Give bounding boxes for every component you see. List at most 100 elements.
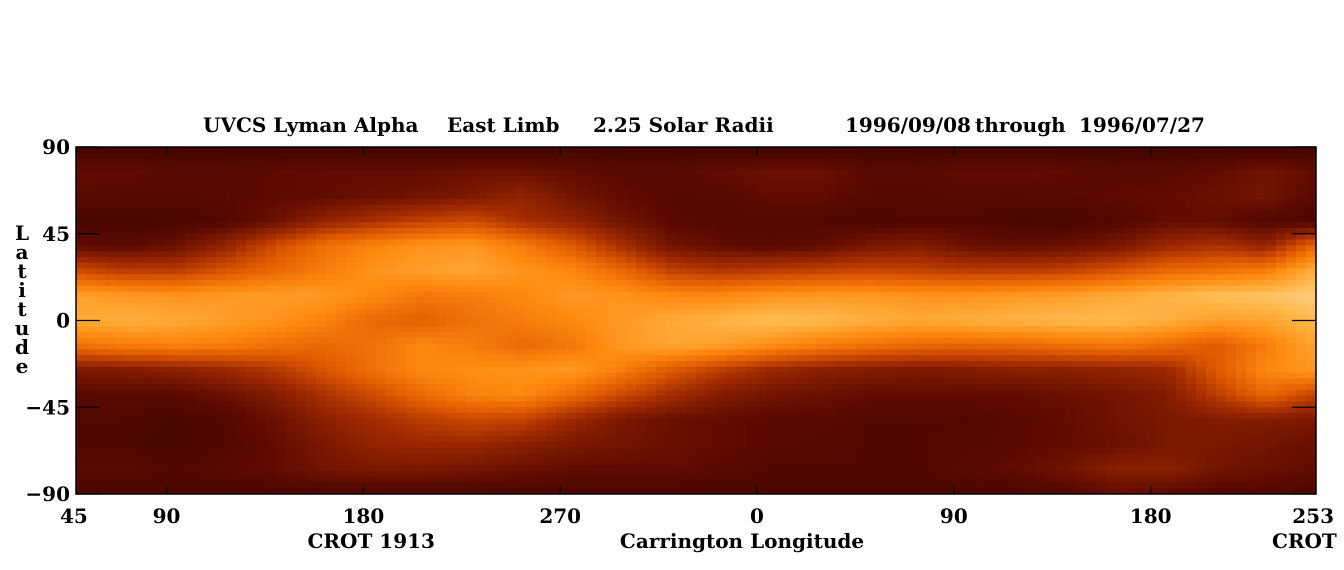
heatmap-cell: [886, 222, 897, 229]
heatmap-cell: [286, 152, 297, 160]
heatmap-cell: [476, 187, 487, 194]
heatmap-cell: [316, 326, 327, 333]
heatmap-cell: [306, 210, 317, 217]
heatmap-cell: [126, 262, 137, 270]
heatmap-cell: [196, 326, 207, 333]
heatmap-cell: [666, 204, 677, 212]
heatmap-cell: [536, 314, 547, 322]
heatmap-cell: [786, 175, 797, 183]
heatmap-cell: [366, 268, 377, 275]
heatmap-cell: [1276, 320, 1287, 327]
heatmap-cell: [566, 285, 577, 293]
heatmap-cell: [546, 314, 557, 322]
heatmap-cell: [966, 256, 977, 264]
heatmap-cell: [566, 233, 577, 241]
heatmap-cell: [1176, 233, 1187, 241]
heatmap-cell: [586, 175, 597, 183]
heatmap-cell: [576, 152, 587, 160]
heatmap-cell: [1066, 187, 1077, 194]
heatmap-cell: [766, 152, 777, 160]
heatmap-cell: [816, 291, 827, 298]
heatmap-cell: [1176, 355, 1187, 362]
heatmap-cell: [1096, 245, 1107, 252]
heatmap-cell: [1276, 262, 1287, 270]
heatmap-cell: [826, 170, 837, 177]
heatmap-cell: [96, 314, 107, 322]
heatmap-cell: [256, 245, 267, 252]
heatmap-cell: [766, 337, 777, 345]
heatmap-cell: [1246, 164, 1257, 171]
heatmap-cell: [596, 343, 607, 351]
heatmap-cell: [1096, 170, 1107, 177]
heatmap-cell: [1196, 349, 1207, 356]
heatmap-cell: [496, 320, 507, 327]
heatmap-cell: [1086, 256, 1097, 264]
heatmap-cell: [336, 233, 347, 241]
heatmap-cell: [106, 170, 117, 177]
heatmap-cell: [1216, 152, 1227, 160]
heatmap-cell: [996, 227, 1007, 235]
heatmap-cell: [1206, 222, 1217, 229]
heatmap-cell: [436, 152, 447, 160]
heatmap-cell: [696, 245, 707, 252]
heatmap-cell: [136, 199, 147, 206]
heatmap-cell: [786, 297, 797, 304]
heatmap-cell: [186, 303, 197, 310]
heatmap-cell: [316, 251, 327, 258]
heatmap-cell: [1296, 280, 1307, 287]
heatmap-cell: [1046, 199, 1057, 206]
heatmap-cell: [866, 274, 877, 281]
heatmap-cell: [626, 170, 637, 177]
heatmap-cell: [406, 239, 417, 246]
heatmap-cell: [386, 308, 397, 316]
heatmap-cell: [396, 360, 407, 368]
heatmap-cell: [76, 372, 87, 379]
heatmap-cell: [566, 199, 577, 206]
heatmap-cell: [676, 222, 687, 229]
heatmap-cell: [1166, 303, 1177, 310]
heatmap-cell: [986, 251, 997, 258]
heatmap-cell: [796, 360, 807, 368]
heatmap-cell: [906, 239, 917, 246]
heatmap-cell: [1266, 245, 1277, 252]
heatmap-cell: [736, 245, 747, 252]
heatmap-cell: [826, 291, 837, 298]
heatmap-cell: [846, 355, 857, 362]
heatmap-cell: [186, 193, 197, 200]
heatmap-cell: [536, 332, 547, 339]
heatmap-cell: [986, 297, 997, 304]
heatmap-cell: [846, 227, 857, 235]
heatmap-cell: [386, 291, 397, 298]
heatmap-cell: [486, 204, 497, 212]
heatmap-cell: [886, 314, 897, 322]
heatmap-cell: [806, 360, 817, 368]
heatmap-cell: [926, 297, 937, 304]
heatmap-cell: [1216, 320, 1227, 327]
heatmap-cell: [246, 332, 257, 339]
heatmap-cell: [466, 303, 477, 310]
heatmap-cell: [526, 204, 537, 212]
heatmap-cell: [1216, 170, 1227, 177]
heatmap-cell: [1236, 204, 1247, 212]
heatmap-cell: [1306, 204, 1316, 212]
heatmap-cell: [486, 366, 497, 374]
heatmap-cell: [946, 147, 957, 154]
heatmap-cell: [956, 239, 967, 246]
heatmap-cell: [836, 187, 847, 194]
heatmap-cell: [456, 349, 467, 356]
heatmap-cell: [556, 314, 567, 322]
heatmap-cell: [736, 256, 747, 264]
heatmap-cell: [1086, 199, 1097, 206]
heatmap-cell: [1306, 170, 1316, 177]
heatmap-cell: [1206, 326, 1217, 333]
heatmap-cell: [406, 372, 417, 379]
heatmap-cell: [906, 256, 917, 264]
heatmap-cell: [1006, 210, 1017, 217]
heatmap-cell: [956, 297, 967, 304]
heatmap-cell: [196, 372, 207, 379]
heatmap-cell: [726, 274, 737, 281]
heatmap-cell: [856, 245, 867, 252]
heatmap-cell: [856, 274, 867, 281]
heatmap-cell: [516, 239, 527, 246]
heatmap-cell: [296, 291, 307, 298]
